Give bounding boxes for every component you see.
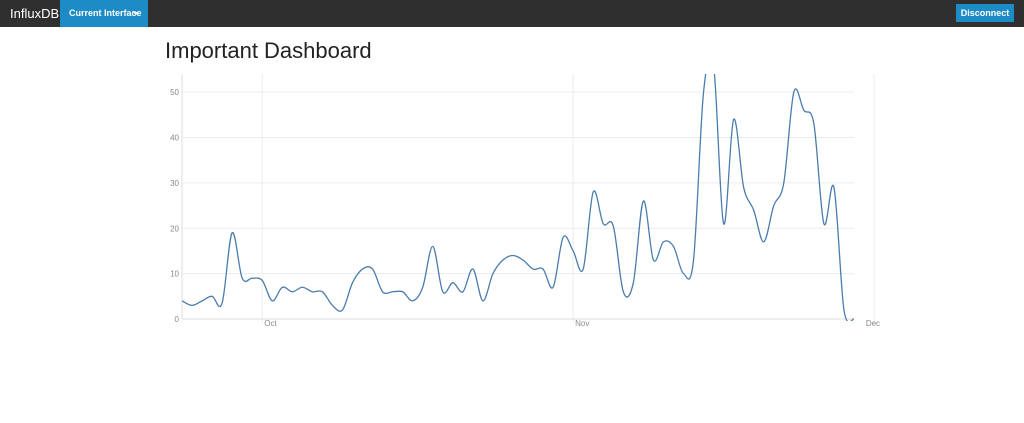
y-tick-label-40: 40: [170, 134, 179, 143]
current-interface-label: Current Interface: [69, 8, 142, 18]
axis-layer: 0 10 20 30 40 50 Oct Nov Dec: [170, 74, 880, 328]
disconnect-button[interactable]: Disconnect: [956, 4, 1014, 22]
grid-layer: [182, 74, 875, 323]
current-interface-dropdown[interactable]: Current Interface: [60, 0, 148, 27]
brand-logo[interactable]: InfluxDB: [10, 6, 60, 21]
series-line-0: [182, 74, 854, 321]
y-tick-label-10: 10: [170, 270, 179, 279]
page-title: Important Dashboard: [165, 38, 372, 63]
caret-down-icon: [133, 12, 139, 15]
navbar: InfluxDB Current Interface Disconnect: [0, 0, 1024, 27]
x-tick-label-dec: Dec: [866, 319, 880, 328]
y-tick-label-30: 30: [170, 179, 179, 188]
series-layer: [182, 74, 854, 321]
x-tick-label-nov: Nov: [575, 319, 589, 328]
y-tick-label-20: 20: [170, 224, 179, 233]
x-tick-label-oct: Oct: [264, 319, 277, 328]
y-tick-label-50: 50: [170, 88, 179, 97]
y-tick-label-0: 0: [175, 315, 180, 324]
